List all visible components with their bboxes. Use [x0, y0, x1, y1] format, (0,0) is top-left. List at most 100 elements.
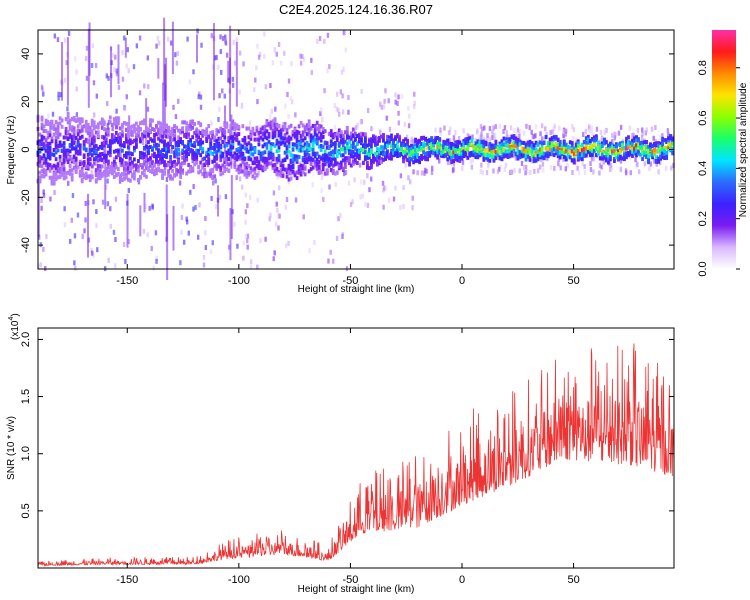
spectrogram-cell	[211, 159, 215, 164]
spectrogram-cell	[412, 160, 415, 165]
spectrogram-cell	[125, 94, 128, 100]
spectrogram-cell	[145, 174, 148, 179]
spectrogram-cell	[88, 149, 92, 154]
spectrogram-cell	[590, 137, 594, 142]
spectrogram-cell	[98, 164, 102, 169]
spectrogram-cell	[48, 146, 52, 151]
spectrogram-cell	[215, 128, 219, 133]
spectrogram-cell	[649, 161, 653, 167]
spectrogram-cell	[560, 150, 564, 155]
spectrogram-cell	[404, 147, 407, 152]
spectrogram-cell	[382, 150, 385, 155]
spectrogram-cell	[434, 151, 438, 156]
spectrogram-cell	[119, 136, 122, 168]
spectrogram-cell	[246, 203, 249, 209]
spectrogram-cell	[572, 127, 576, 133]
spectrogram-cell	[315, 133, 319, 138]
spectrogram-cell	[82, 175, 86, 180]
spectrogram-cell	[331, 132, 335, 137]
spectrogram-cell	[281, 124, 285, 129]
spectrogram-cell	[274, 106, 277, 112]
spectrogram-cell	[420, 156, 424, 161]
spectrogram-cell	[47, 113, 50, 119]
spectrogram-cell	[370, 126, 373, 132]
spectrogram-cell	[83, 228, 86, 234]
spectrogram-cell	[199, 122, 203, 127]
spectrogram-cell	[169, 132, 172, 137]
spectrogram-cell	[319, 134, 323, 139]
spectrogram-cell	[269, 83, 272, 89]
spectrogram-cell	[53, 189, 56, 195]
spectrogram-cell	[384, 186, 387, 192]
spectrogram-cell	[476, 143, 480, 148]
spectrogram-cell	[297, 147, 301, 152]
spectrogram-cell	[319, 138, 323, 143]
spectrogram-cell	[156, 35, 160, 41]
spectrogram-cell	[604, 153, 608, 158]
spectrogram-cell	[251, 168, 255, 173]
spectrogram-cell	[185, 128, 189, 133]
spectrogram-cell	[480, 143, 484, 148]
colorbar: 0.00.20.40.60.8 Normalized spectral ampl…	[697, 30, 749, 277]
spectrogram-cell	[76, 138, 80, 143]
spectrogram-cell	[93, 112, 96, 118]
spectrogram-cell	[667, 132, 670, 138]
spectrogram-cell	[196, 28, 199, 34]
spectrogram-cell	[460, 146, 464, 151]
spectrogram-cell	[185, 151, 189, 156]
spectrogram-cell	[295, 139, 299, 144]
spectrogram-cell	[594, 153, 598, 158]
spectrogram-cell	[619, 149, 622, 154]
spectrogram-cell	[167, 134, 170, 139]
spectrogram-cell	[251, 128, 255, 133]
spectrogram-cell	[664, 165, 668, 171]
spectrogram-cell	[133, 138, 136, 143]
spectrogram-cell	[221, 154, 225, 159]
spectrogram-cell	[246, 244, 249, 250]
spectrogram-cell	[141, 120, 144, 125]
spectrogram-cell	[516, 137, 520, 142]
spectrogram-cell	[213, 164, 217, 169]
spectrogram-cell	[508, 150, 512, 155]
spectrogram-cell	[518, 150, 522, 155]
spectrogram-cell	[356, 122, 359, 128]
spectrogram-cell	[641, 131, 644, 137]
spectrogram-cell	[492, 154, 496, 159]
spectrogram-cell	[323, 153, 327, 158]
spectrogram-cell	[167, 171, 170, 176]
spectrogram-cell	[192, 184, 195, 190]
spectrogram-cell	[171, 145, 174, 150]
spectrogram-cell	[177, 135, 180, 140]
spectrogram-cell	[502, 142, 506, 147]
spectrogram-cell	[347, 158, 351, 163]
spectrogram-cell	[627, 141, 630, 146]
spectrogram-cell	[273, 130, 277, 135]
spectrogram-cell	[331, 169, 335, 174]
spectrogram-cell	[120, 172, 124, 177]
spectrogram-cell	[488, 145, 492, 150]
spectrogram-cell	[173, 154, 176, 159]
spectrogram-cell	[402, 139, 405, 144]
spectrogram-cell	[157, 58, 160, 79]
spectrogram-cell	[592, 156, 595, 162]
spectrogram-cell	[464, 140, 468, 145]
spectrogram-cell	[231, 126, 235, 131]
spectrogram-cell	[188, 79, 192, 85]
spectrogram-cell	[58, 154, 62, 159]
spectrogram-cell	[281, 173, 285, 178]
spectrogram-cell	[223, 130, 227, 135]
spectrogram-cell	[50, 136, 54, 141]
spectrogram-cell	[637, 149, 640, 154]
spectrogram-cell	[224, 194, 228, 200]
spectrogram-cell	[562, 150, 566, 155]
spectrogram-cell	[613, 151, 616, 156]
spectrogram-cell	[333, 157, 337, 162]
spectrogram-cell	[153, 169, 156, 174]
spectrogram-cell	[256, 43, 259, 49]
spectrogram-cell	[363, 141, 367, 146]
spectrogram-cell	[251, 126, 255, 131]
spectrogram-cell	[66, 170, 70, 175]
spectrogram-cell	[187, 139, 191, 144]
spectrogram-cell	[126, 151, 130, 156]
spectrogram-cell	[582, 151, 586, 156]
